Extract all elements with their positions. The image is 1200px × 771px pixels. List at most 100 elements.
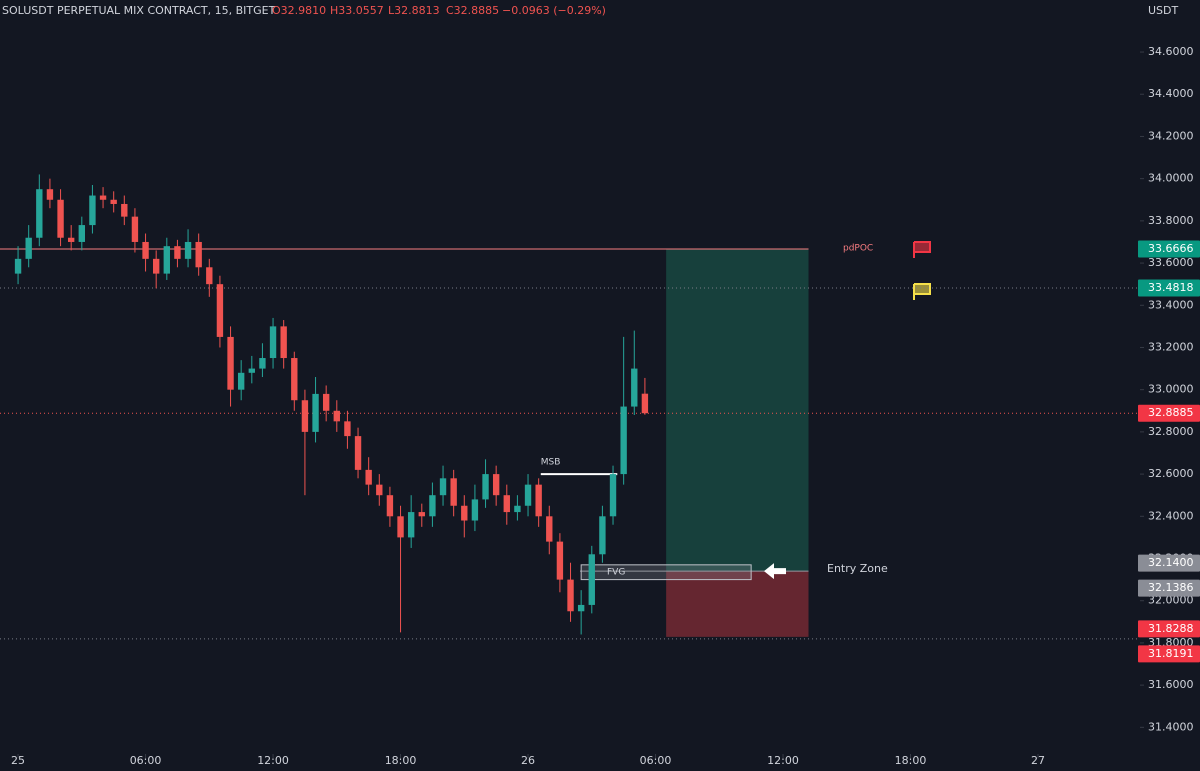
candle-body xyxy=(588,554,595,605)
y-tick-label: 33.8000 xyxy=(1148,214,1194,227)
y-tick-label: 32.6000 xyxy=(1148,467,1194,480)
price-tag xyxy=(1138,645,1200,663)
x-tick-label: 06:00 xyxy=(640,754,672,767)
candle-body xyxy=(492,474,500,496)
candle-body xyxy=(514,505,521,513)
fvg-label: FVG xyxy=(607,568,625,578)
candle-body xyxy=(227,336,234,390)
price-tag-label: 31.8288 xyxy=(1148,622,1194,635)
candle-body xyxy=(121,203,128,217)
entry-label: Entry Zone xyxy=(827,562,888,575)
price-tag-label: 32.1386 xyxy=(1148,581,1194,594)
candle-body xyxy=(36,189,43,238)
y-tick-label: 34.2000 xyxy=(1148,129,1194,142)
candle-body xyxy=(237,372,245,390)
candle-body xyxy=(599,516,606,555)
y-tick-label: 34.4000 xyxy=(1148,87,1194,100)
ohlc-change: −0.0963 (−0.29%) xyxy=(502,4,606,17)
candle-body xyxy=(567,579,574,612)
candle-body xyxy=(397,516,404,538)
candle-body xyxy=(461,505,468,521)
candle-body xyxy=(546,516,553,542)
price-tag-label: 33.4818 xyxy=(1148,281,1194,294)
candle-body xyxy=(110,199,117,204)
candle-body xyxy=(259,358,266,369)
x-tick-label: 06:00 xyxy=(130,754,162,767)
flag-icon xyxy=(913,241,931,258)
price-tag-label: 33.6666 xyxy=(1148,242,1194,255)
candle-body xyxy=(609,474,617,517)
price-line-label: pdPOC xyxy=(843,244,873,254)
price-tag xyxy=(1138,554,1200,572)
candle-body xyxy=(631,368,638,407)
candle-body xyxy=(322,393,330,411)
ohlc-close: C32.8885 xyxy=(446,4,499,17)
candle-body xyxy=(354,436,362,470)
candle-body xyxy=(439,478,447,496)
x-tick-label: 27 xyxy=(1031,754,1045,767)
candle-body xyxy=(503,495,510,513)
price-tag-label: 31.8191 xyxy=(1148,647,1194,660)
ohlc-high: H33.0557 xyxy=(330,4,384,17)
candle-body xyxy=(620,406,627,475)
x-tick-label: 18:00 xyxy=(385,754,417,767)
candle-body xyxy=(344,421,351,437)
candle-body xyxy=(89,195,96,226)
candle-body xyxy=(333,410,340,422)
price-tag xyxy=(1138,620,1200,638)
candle-body xyxy=(174,246,181,259)
candle-body xyxy=(25,237,32,259)
y-tick-label: 33.0000 xyxy=(1148,383,1194,396)
x-tick-label: 12:00 xyxy=(257,754,289,767)
candle-body xyxy=(248,368,255,373)
flag-icon xyxy=(913,283,931,300)
y-tick-label: 32.0000 xyxy=(1148,594,1194,607)
candle-body xyxy=(57,199,64,238)
candle-body xyxy=(556,541,564,580)
price-tag xyxy=(1138,240,1200,258)
chart-title: SOLUSDT PERPETUAL MIX CONTRACT, 15, BITG… xyxy=(2,4,276,17)
candle-body xyxy=(482,474,489,500)
price-tag-label: 32.8885 xyxy=(1148,406,1194,419)
entry-arrow xyxy=(764,563,786,580)
candle-body xyxy=(67,237,75,242)
candle-body xyxy=(163,246,170,274)
y-tick-label: 34.0000 xyxy=(1148,172,1194,185)
candle-body xyxy=(301,400,309,432)
stop-zone xyxy=(666,571,809,637)
y-tick-label: 31.6000 xyxy=(1148,678,1194,691)
x-tick-label: 26 xyxy=(521,754,535,767)
y-tick-label: 32.4000 xyxy=(1148,509,1194,522)
y-tick-label: 32.8000 xyxy=(1148,425,1194,438)
msb-label: MSB xyxy=(541,458,561,468)
candle-body xyxy=(206,267,213,285)
candle-body xyxy=(46,189,54,200)
ohlc-open: O32.9810 xyxy=(272,4,326,17)
candle-body xyxy=(450,478,457,506)
candle-body xyxy=(471,499,479,521)
candle-body xyxy=(14,258,22,274)
candle-body xyxy=(142,241,149,259)
candle-body xyxy=(216,284,224,337)
candle-body xyxy=(152,258,160,274)
price-tag xyxy=(1138,579,1200,597)
candle-body xyxy=(429,495,436,517)
candle-body xyxy=(99,195,107,200)
y-tick-label: 34.6000 xyxy=(1148,45,1194,58)
candle-body xyxy=(386,495,394,517)
candle-body xyxy=(78,225,85,242)
candle-body xyxy=(376,484,383,496)
candle-body xyxy=(269,326,277,359)
fvg-box xyxy=(580,564,752,581)
candle-body xyxy=(312,393,319,432)
candle-body xyxy=(365,469,372,485)
x-tick-label: 18:00 xyxy=(895,754,927,767)
y-tick-label: 31.4000 xyxy=(1148,720,1194,733)
header: SOLUSDT PERPETUAL MIX CONTRACT, 15, BITG… xyxy=(2,4,606,17)
x-tick-label: 25 xyxy=(11,754,25,767)
candle-body xyxy=(577,604,585,612)
y-tick-label: 33.4000 xyxy=(1148,298,1194,311)
candle-body xyxy=(407,512,415,538)
